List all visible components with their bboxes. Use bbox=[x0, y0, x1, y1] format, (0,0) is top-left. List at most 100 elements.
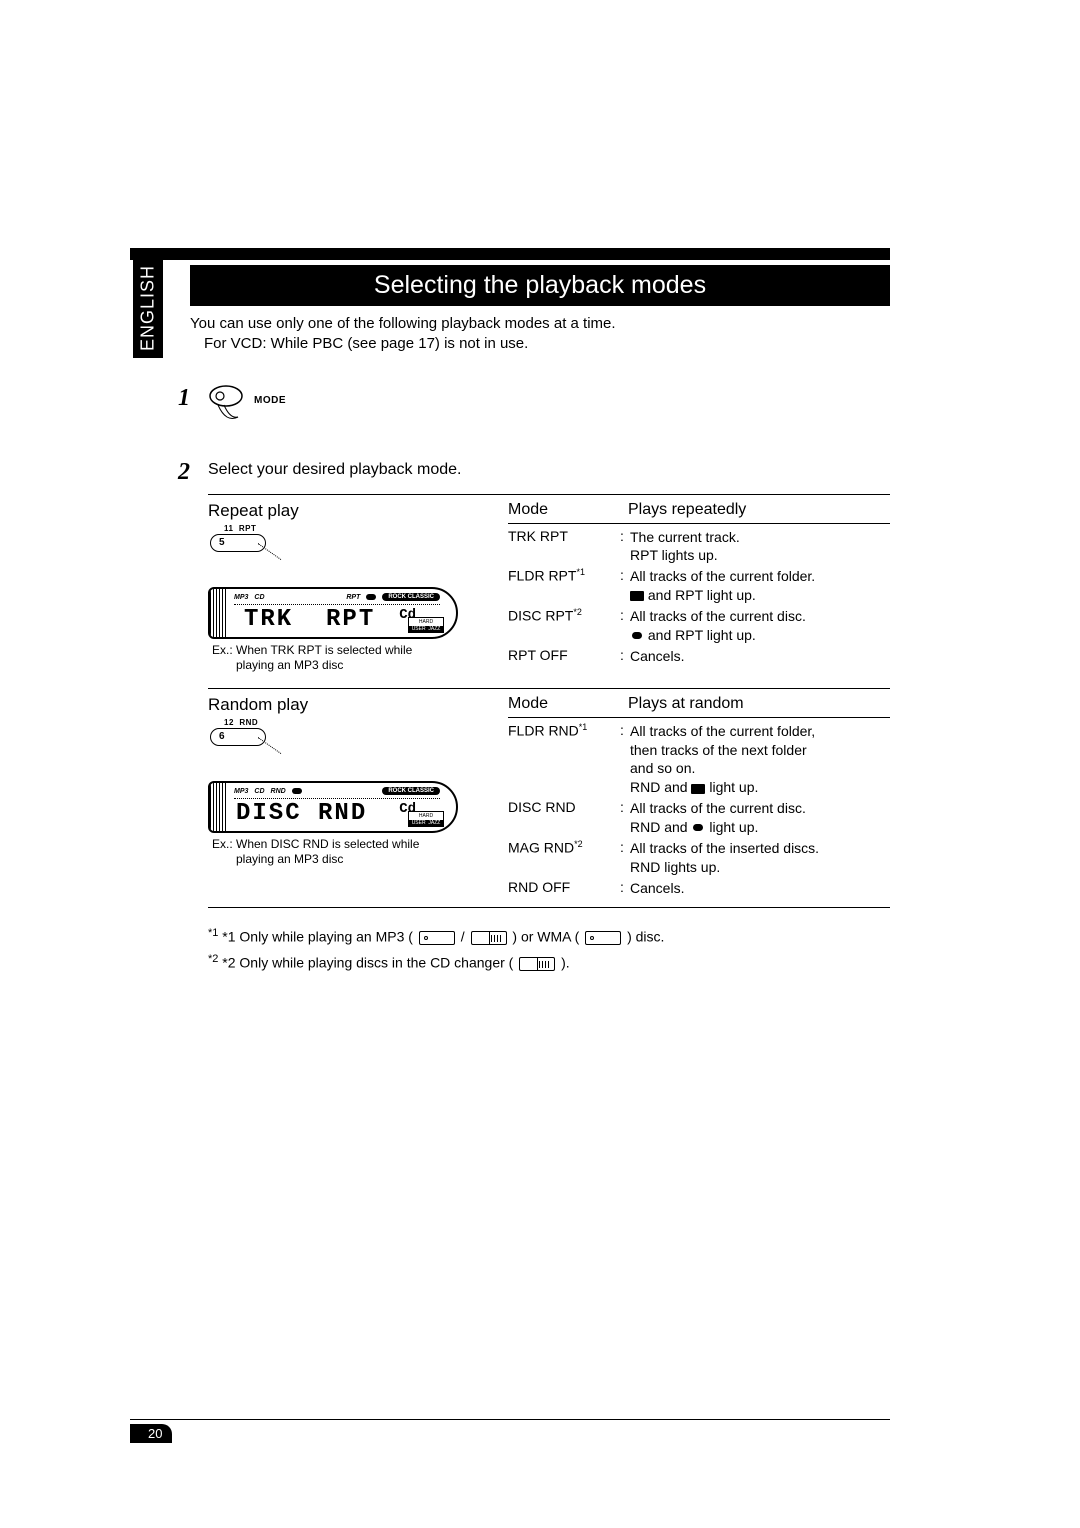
step-1-number: 1 bbox=[178, 385, 190, 412]
divider bbox=[508, 523, 890, 524]
press-line bbox=[258, 543, 282, 560]
repeat-segment-text: TRK RPT bbox=[244, 606, 375, 633]
table-row: MAG RND*2:All tracks of the inserted dis… bbox=[508, 838, 890, 878]
random-table-header: Mode Plays at random bbox=[508, 695, 890, 713]
table-row: FLDR RND*1:All tracks of the current fol… bbox=[508, 721, 890, 799]
footnote-2: *2 *2 Only while playing discs in the CD… bbox=[208, 950, 890, 976]
disc-indicator-icon bbox=[292, 788, 302, 794]
table-row: RND OFF:Cancels. bbox=[508, 878, 890, 899]
intro-text: You can use only one of the following pl… bbox=[190, 314, 890, 355]
page-number: 20 bbox=[130, 1424, 172, 1443]
footnote-1-end: ) disc. bbox=[627, 928, 664, 944]
disc-icon bbox=[471, 931, 507, 945]
repeat-left-col: Repeat play 11 RPT 5 MP3 CD RPT ROCK CLA… bbox=[208, 501, 508, 674]
colon: : bbox=[620, 722, 630, 738]
mp3-indicator: MP3 bbox=[234, 788, 248, 795]
colon: : bbox=[620, 647, 630, 663]
mode-description: Cancels. bbox=[630, 879, 890, 898]
repeat-play-section: Repeat play 11 RPT 5 MP3 CD RPT ROCK CLA… bbox=[208, 501, 890, 674]
footnote-1-text: *1 Only while playing an MP3 ( bbox=[222, 928, 413, 944]
press-line bbox=[258, 737, 282, 754]
mode-col-header: Mode bbox=[508, 695, 628, 713]
mode-description: All tracks of the current disc.RND and l… bbox=[630, 799, 890, 837]
sound-bottom: USER JAZZ bbox=[409, 820, 443, 827]
table-row: DISC RND:All tracks of the current disc.… bbox=[508, 798, 890, 838]
display-top-row: MP3 CD RND ROCK CLASSIC bbox=[234, 786, 440, 797]
sound-mode-box: HARD USER JAZZ bbox=[408, 811, 444, 827]
mode-description: All tracks of the current disc. and RPT … bbox=[630, 607, 890, 645]
random-caption-l1: Ex.: When DISC RND is selected while bbox=[212, 837, 508, 853]
display-dotline bbox=[234, 604, 440, 605]
mode-name: RPT OFF bbox=[508, 647, 620, 663]
footnote-1: *1 *1 Only while playing an MP3 ( / ) or… bbox=[208, 924, 890, 950]
divider bbox=[208, 688, 890, 689]
repeat-mode-table: TRK RPT:The current track.RPT lights up.… bbox=[508, 527, 890, 667]
mode-name: FLDR RND*1 bbox=[508, 722, 620, 739]
sound-top: HARD bbox=[409, 619, 443, 626]
mode-name: TRK RPT bbox=[508, 528, 620, 544]
random-left-col: Random play 12 RND 6 MP3 CD RND ROCK CLA… bbox=[208, 695, 508, 899]
rnd-indicator: RND bbox=[271, 788, 286, 795]
random-mode-table: FLDR RND*1:All tracks of the current fol… bbox=[508, 721, 890, 899]
sound-bottom: USER JAZZ bbox=[409, 626, 443, 633]
folder-icon bbox=[691, 784, 705, 794]
cd-indicator: CD bbox=[254, 594, 264, 601]
footnote-2-text: *2 Only while playing discs in the CD ch… bbox=[222, 954, 513, 970]
eq-badge: ROCK CLASSIC bbox=[382, 593, 440, 601]
random-heading: Random play bbox=[208, 695, 508, 715]
footnotes: *1 *1 Only while playing an MP3 ( / ) or… bbox=[208, 924, 890, 976]
divider bbox=[508, 717, 890, 718]
random-right-col: Mode Plays at random FLDR RND*1:All trac… bbox=[508, 695, 890, 899]
page-content: ENGLISH Selecting the playback modes You… bbox=[130, 248, 890, 975]
table-row: DISC RPT*2:All tracks of the current dis… bbox=[508, 606, 890, 646]
random-button-top-label: 12 RND bbox=[224, 718, 258, 727]
repeat-right-col: Mode Plays repeatedly TRK RPT:The curren… bbox=[508, 501, 890, 674]
repeat-button-illustration: 11 RPT 5 bbox=[210, 525, 282, 559]
intro-line-2: For VCD: While PBC (see page 17) is not … bbox=[190, 334, 890, 354]
disc-icon bbox=[519, 957, 555, 971]
sound-top: HARD bbox=[409, 813, 443, 820]
plays-col-header: Plays at random bbox=[628, 695, 744, 713]
mp3-indicator: MP3 bbox=[234, 594, 248, 601]
repeat-heading: Repeat play bbox=[208, 501, 508, 521]
mode-description: All tracks of the inserted discs.RND lig… bbox=[630, 839, 890, 877]
folder-icon bbox=[630, 591, 644, 601]
top-rule bbox=[130, 248, 890, 260]
mode-description: Cancels. bbox=[630, 647, 890, 666]
mode-name: DISC RPT*2 bbox=[508, 607, 620, 624]
mode-col-header: Mode bbox=[508, 501, 628, 519]
display-stripe bbox=[210, 589, 228, 637]
random-play-section: Random play 12 RND 6 MP3 CD RND ROCK CLA… bbox=[208, 695, 890, 899]
divider bbox=[208, 494, 890, 495]
eq-badge: ROCK CLASSIC bbox=[382, 787, 440, 795]
page-footer: 20 bbox=[130, 1419, 890, 1443]
mode-button-illustration: MODE bbox=[208, 385, 250, 423]
footnote-1-text2: ) or WMA ( bbox=[512, 928, 579, 944]
repeat-button-top-label: 11 RPT bbox=[224, 524, 256, 533]
rpt-indicator: RPT bbox=[346, 594, 360, 601]
footnote-2-end: ). bbox=[561, 954, 570, 970]
plays-col-header: Plays repeatedly bbox=[628, 501, 746, 519]
step-2-text: Select your desired playback mode. bbox=[208, 459, 461, 479]
display-stripe bbox=[210, 783, 228, 831]
mode-label: MODE bbox=[254, 395, 286, 406]
colon: : bbox=[620, 567, 630, 583]
colon: : bbox=[620, 799, 630, 815]
step-1: 1 MODE bbox=[178, 385, 890, 423]
step-2: 2 Select your desired playback mode. bbox=[178, 459, 890, 486]
random-caption: Ex.: When DISC RND is selected while pla… bbox=[212, 837, 508, 868]
random-segment-text: DISC RND bbox=[236, 800, 367, 827]
language-tab: ENGLISH bbox=[133, 258, 163, 358]
mode-description: All tracks of the current folder. and RP… bbox=[630, 567, 890, 605]
mode-name: RND OFF bbox=[508, 879, 620, 895]
disc-icon bbox=[419, 931, 455, 945]
repeat-table-header: Mode Plays repeatedly bbox=[508, 501, 890, 519]
colon: : bbox=[620, 879, 630, 895]
table-row: RPT OFF:Cancels. bbox=[508, 646, 890, 667]
colon: : bbox=[620, 528, 630, 544]
repeat-caption: Ex.: When TRK RPT is selected while play… bbox=[212, 643, 508, 674]
divider bbox=[208, 907, 890, 908]
disc-icon bbox=[630, 631, 644, 641]
random-button-illustration: 12 RND 6 bbox=[210, 719, 282, 753]
colon: : bbox=[620, 607, 630, 623]
